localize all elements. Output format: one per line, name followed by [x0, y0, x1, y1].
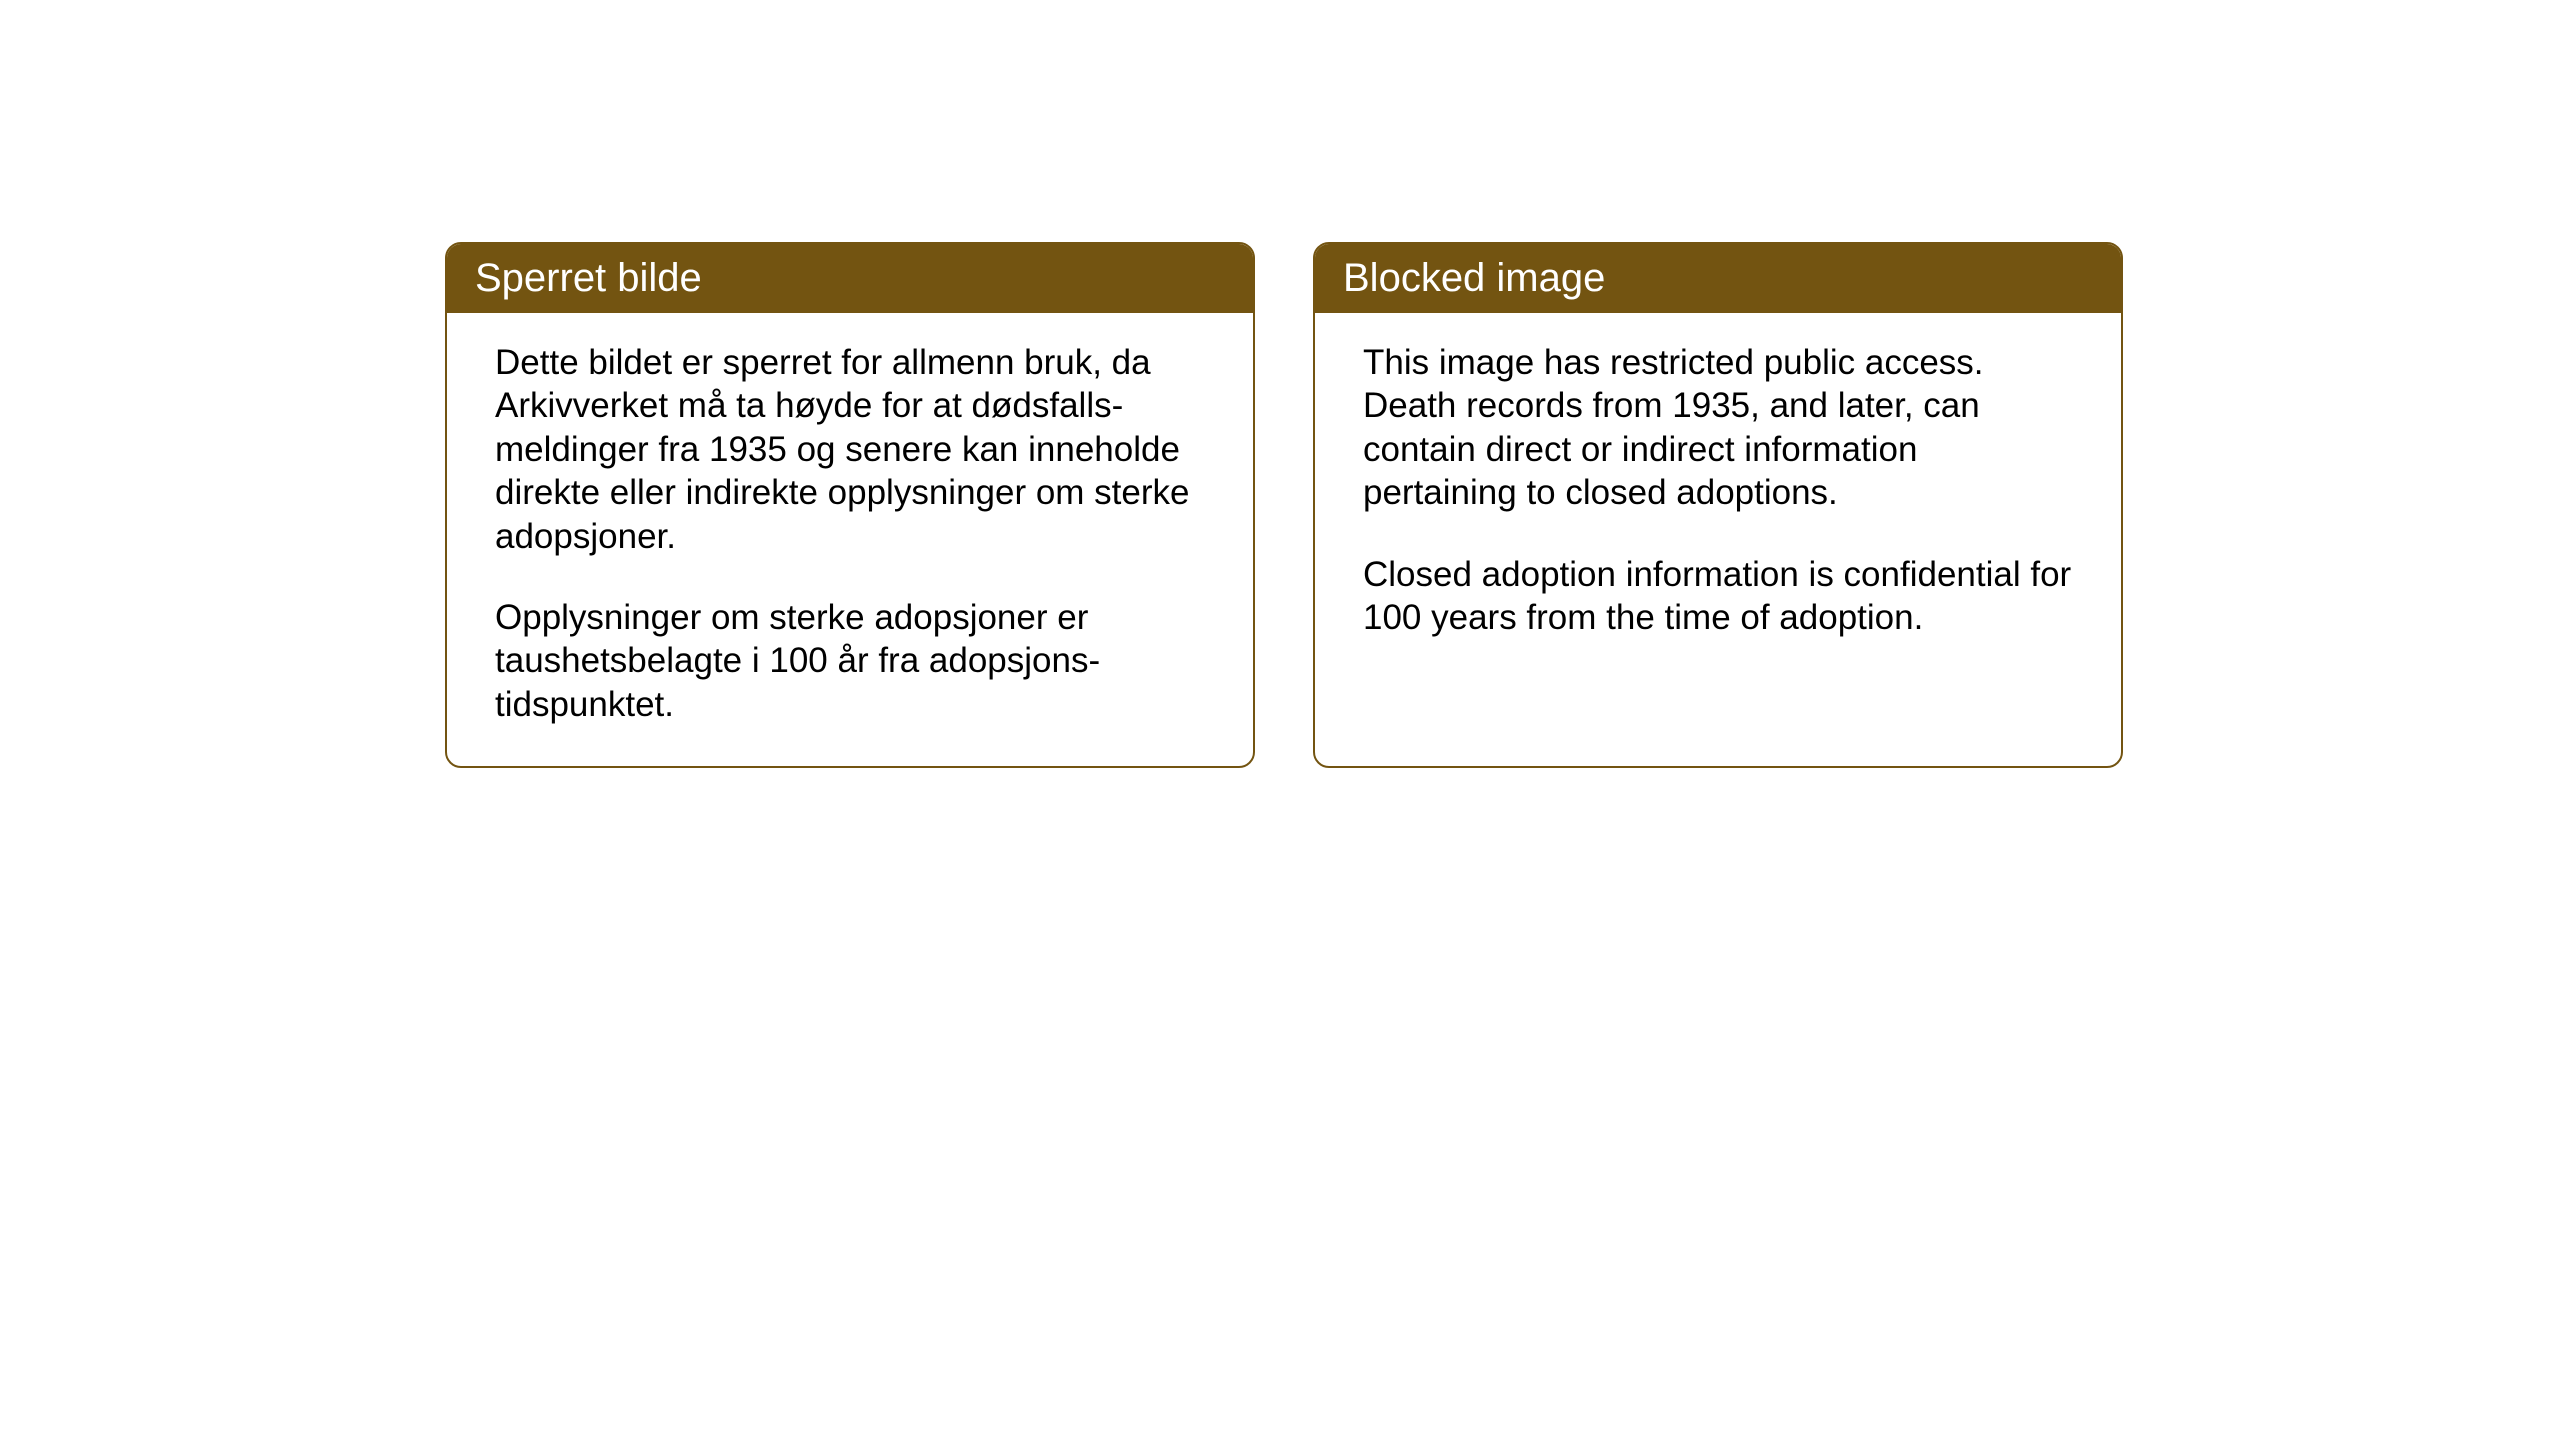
card-paragraph-2-norwegian: Opplysninger om sterke adopsjoner er tau… [495, 596, 1205, 726]
card-title-english: Blocked image [1343, 256, 1605, 300]
cards-container: Sperret bilde Dette bildet er sperret fo… [445, 242, 2123, 768]
card-title-norwegian: Sperret bilde [475, 256, 702, 300]
card-paragraph-1-norwegian: Dette bildet er sperret for allmenn bruk… [495, 341, 1205, 558]
card-header-english: Blocked image [1315, 244, 2121, 313]
card-header-norwegian: Sperret bilde [447, 244, 1253, 313]
card-paragraph-1-english: This image has restricted public access.… [1363, 341, 2073, 515]
card-body-english: This image has restricted public access.… [1315, 313, 2121, 679]
card-english: Blocked image This image has restricted … [1313, 242, 2123, 768]
card-norwegian: Sperret bilde Dette bildet er sperret fo… [445, 242, 1255, 768]
card-body-norwegian: Dette bildet er sperret for allmenn bruk… [447, 313, 1253, 766]
card-paragraph-2-english: Closed adoption information is confident… [1363, 553, 2073, 640]
